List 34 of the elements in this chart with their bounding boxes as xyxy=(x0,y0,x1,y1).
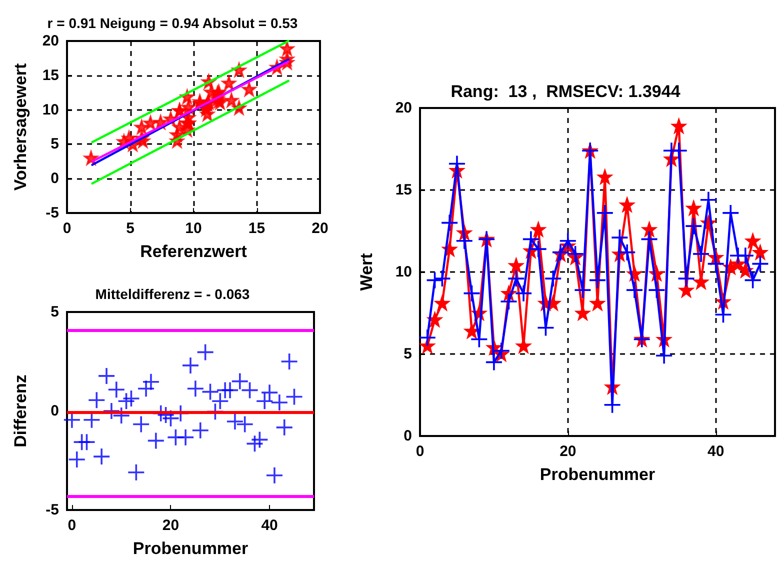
x-tick-label: 0 xyxy=(416,443,424,460)
y-tick-label: 20 xyxy=(395,100,412,116)
y-tick-label: -5 xyxy=(46,502,59,518)
x-tick-label: 20 xyxy=(162,517,180,534)
x-axis-title: Referenzwert xyxy=(140,242,248,261)
y-tick-label: 0 xyxy=(50,170,59,188)
y-tick-label: 15 xyxy=(395,182,412,198)
y-axis-title: Vorhersagewert xyxy=(11,63,30,191)
chart-title: Rang: 13 , RMSECV: 1.3944 xyxy=(450,82,681,101)
y-tick-label: 10 xyxy=(395,264,412,280)
y-tick-label: 0 xyxy=(404,428,412,444)
x-tick-label: 40 xyxy=(261,517,278,534)
chart-title: r = 0.91 Neigung = 0.94 Absolut = 0.53 xyxy=(47,15,298,31)
x-tick-label: 5 xyxy=(126,220,134,237)
x-tick-label: 0 xyxy=(62,220,72,237)
chart-title: Mitteldifferenz = - 0.063 xyxy=(95,286,250,302)
x-tick-label: 40 xyxy=(707,443,724,460)
x-tick-label: 10 xyxy=(185,220,202,237)
y-tick-label: 0 xyxy=(50,402,59,420)
x-tick-label: 20 xyxy=(560,443,576,460)
x-axis-title: Probenummer xyxy=(540,465,656,484)
y-tick-label: 5 xyxy=(50,304,59,320)
y-tick-label: 5 xyxy=(404,346,412,362)
x-tick-label: 15 xyxy=(248,220,266,237)
x-tick-label: 0 xyxy=(68,517,76,534)
y-tick-label: 10 xyxy=(42,101,59,118)
y-axis-title: Wert xyxy=(357,252,376,291)
y-tick-label: -5 xyxy=(46,204,59,222)
x-axis-title: Probenummer xyxy=(132,539,249,558)
y-tick-label: 15 xyxy=(42,66,59,84)
y-axis-title: Differenz xyxy=(11,374,30,448)
y-tick-label: 5 xyxy=(50,136,59,153)
x-tick-label: 20 xyxy=(312,220,328,237)
y-tick-label: 20 xyxy=(42,32,59,50)
